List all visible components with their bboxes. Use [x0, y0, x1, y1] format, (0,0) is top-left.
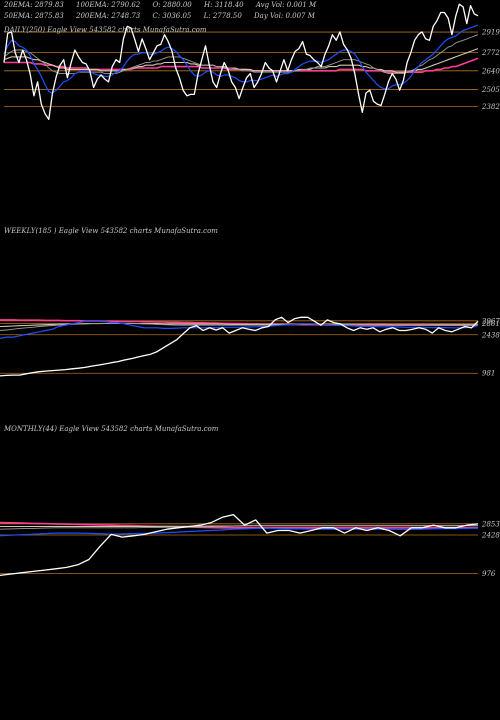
weekly-price-line [0, 316, 479, 377]
daily-level-label: 2382 [481, 103, 500, 111]
daily-level-label: 2919 [481, 29, 500, 37]
close-readout: C: 3036.05 [152, 12, 192, 20]
open-readout: O: 2880.00 [152, 1, 192, 9]
low-readout: L: 2778.50 [203, 12, 242, 20]
day-vol-readout: Day Vol: 0.007 M [254, 12, 315, 20]
ema200-readout: 200EMA: 2748.73 [76, 12, 141, 20]
weekly-panel-title: WEEKLY(185 ) Eagle View 543582 charts Mu… [4, 227, 218, 235]
monthly-ema200-line [0, 521, 478, 529]
daily-level-label: 2772 [481, 49, 500, 57]
header-row-1: 20EMA: 2879.83 100EMA: 2790.62 O: 2880.0… [4, 1, 326, 9]
daily-ema20-line [3, 24, 479, 94]
ema50-readout: 50EMA: 2875.83 [4, 12, 64, 20]
monthly-price-line [0, 513, 479, 577]
monthly-level-label: 2428 [481, 532, 500, 540]
monthly-ema50-line [0, 525, 478, 530]
daily-panel-title: DAILY(250) Eagle View 543582 charts Muna… [3, 26, 207, 34]
weekly-level-label: 2861 [481, 320, 500, 328]
high-readout: H: 3118.40 [204, 1, 244, 9]
header-row-2: 50EMA: 2875.83 200EMA: 2748.73 C: 3036.0… [4, 12, 325, 20]
monthly-level-label: 976 [482, 570, 496, 578]
daily-price-line [3, 3, 479, 121]
ema20-readout: 20EMA: 2879.83 [4, 1, 64, 9]
weekly-ema20-line [0, 320, 479, 339]
monthly-panel-title: MONTHLY(44) Eagle View 543582 charts Mun… [3, 425, 219, 433]
daily-ema50-line [3, 34, 479, 75]
weekly-level-label: 2967 [481, 317, 500, 325]
weekly-level-label: 981 [482, 370, 495, 378]
daily-level-label: 2640 [481, 67, 500, 75]
daily-level-label: 2505 [481, 86, 500, 94]
ema100-readout: 100EMA: 2790.62 [76, 1, 141, 9]
monthly-level-label: 2853 [481, 520, 500, 528]
daily-ema100-line [3, 48, 479, 73]
monthly-ema20-line [0, 527, 479, 537]
weekly-level-label: 2438 [481, 331, 500, 339]
avg-vol-readout: Avg Vol: 0.001 M [255, 1, 317, 9]
weekly-ema50-line [0, 322, 479, 331]
